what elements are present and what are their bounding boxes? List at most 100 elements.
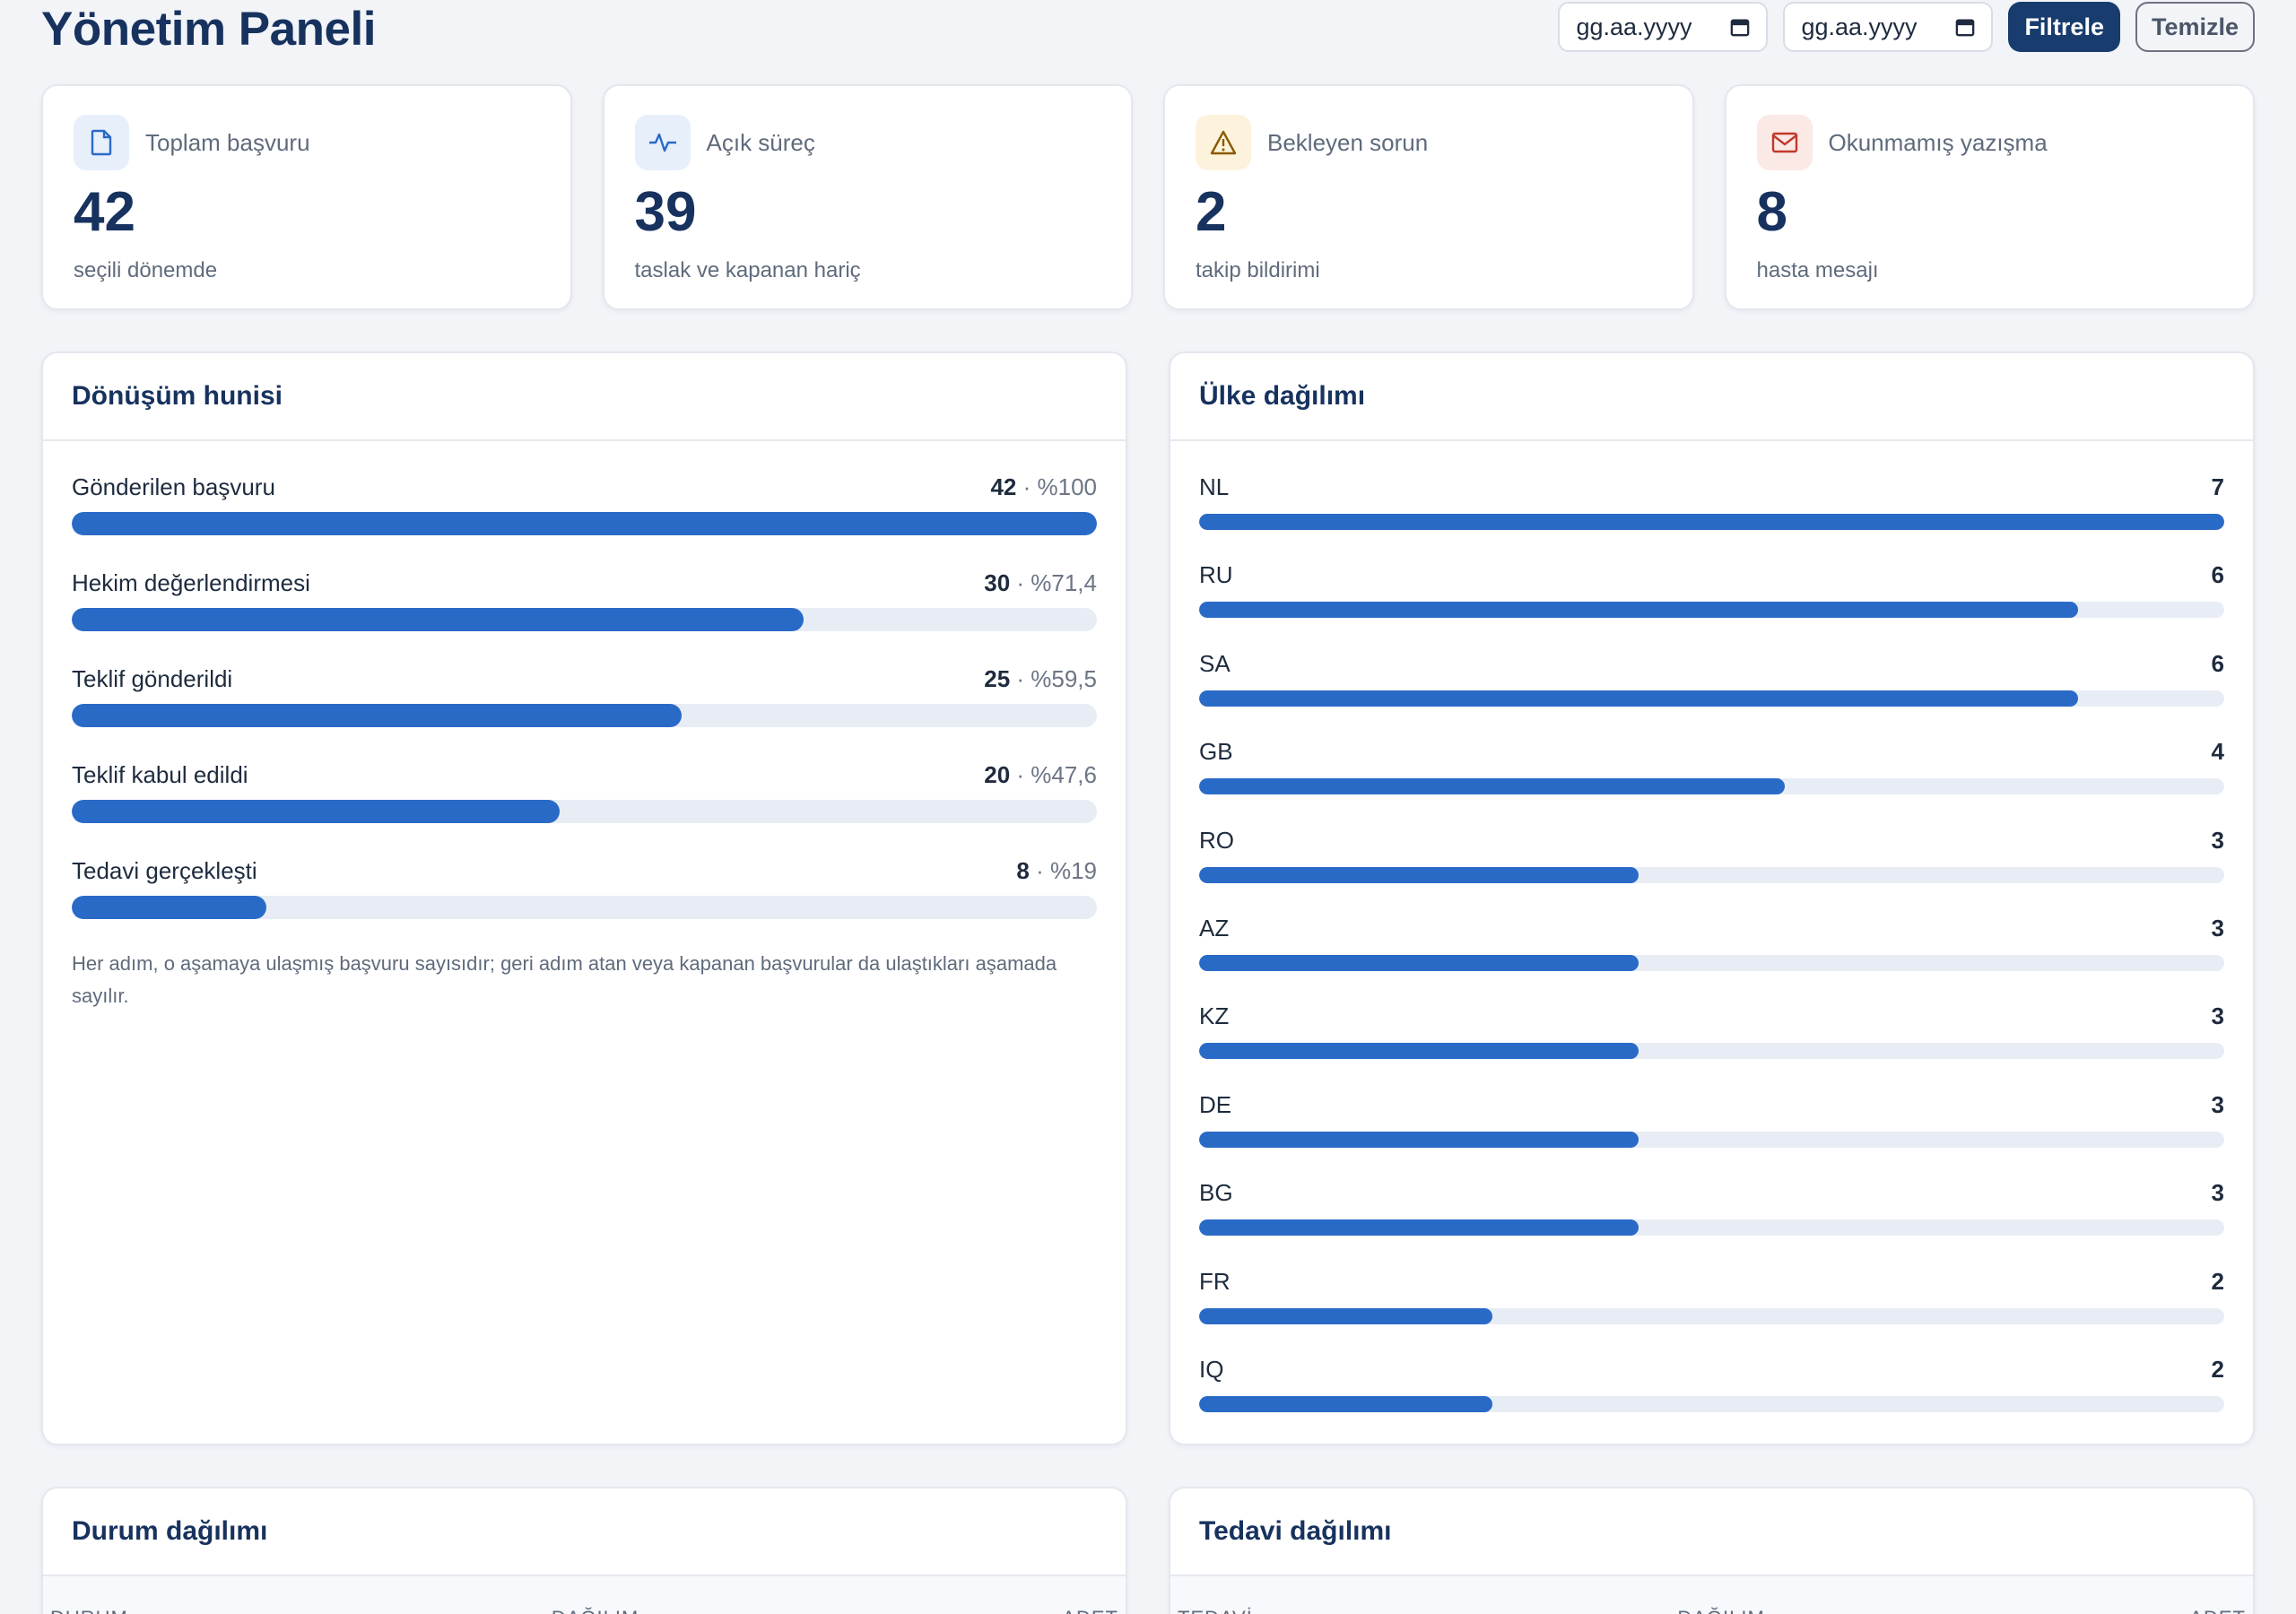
bar-fill	[1199, 690, 2078, 707]
country-count: 3	[2211, 1090, 2224, 1118]
country-code: KZ	[1199, 1002, 1230, 1030]
funnel-step-value: 30 · %71,4	[984, 569, 1097, 597]
bar-track	[72, 800, 1097, 823]
bar-track	[1199, 602, 2224, 619]
funnel-step-percent: %71,4	[1031, 569, 1097, 596]
funnel-step-label: Teklif kabul edildi	[72, 761, 248, 788]
country-row: SA 6	[1199, 650, 2224, 738]
column-header[interactable]: DAĞILIM	[1677, 1607, 1764, 1614]
bar-track	[72, 896, 1097, 919]
status-title: Durum dağılımı	[72, 1516, 268, 1546]
bar-fill	[72, 512, 1097, 535]
header: Yönetim Paneli gg.aa.yyyy gg.aa.yyyy Fil…	[41, 0, 2255, 63]
funnel-step-count: 8	[1016, 857, 1030, 884]
funnel-step: Teklif kabul edildi 20 · %47,6	[72, 761, 1097, 857]
country-row: AZ 3	[1199, 915, 2224, 1002]
country-count: 4	[2211, 738, 2224, 766]
funnel-step-percent: %47,6	[1031, 761, 1097, 788]
bar-track	[72, 704, 1097, 727]
status-table-header: DURUM DAĞILIM ADET	[43, 1576, 1126, 1614]
column-header[interactable]: ADET	[2189, 1607, 2246, 1614]
country-count: 2	[2211, 1355, 2224, 1383]
stat-label: Okunmamış yazışma	[1828, 128, 2048, 156]
treatment-title: Tedavi dağılımı	[1199, 1516, 1392, 1546]
funnel-step-label: Gönderilen başvuru	[72, 473, 275, 500]
bar-fill	[72, 704, 683, 727]
bar-track	[1199, 690, 2224, 707]
country-count: 3	[2211, 1002, 2224, 1030]
separator: ·	[1010, 761, 1031, 788]
country-panel: Ülke dağılımı NL 7 RU 6 SA 6 GB 4 RO 3 AZ 3 KZ 3 DE 3 BG…	[1169, 351, 2255, 1445]
funnel-step-value: 8 · %19	[1016, 857, 1097, 885]
mail-icon	[1756, 115, 1813, 170]
stat-value: 39	[634, 181, 697, 243]
country-row: FR 2	[1199, 1268, 2224, 1356]
stat-subtitle: taslak ve kapanan hariç	[634, 258, 861, 282]
bar-fill	[1199, 602, 2078, 619]
column-header[interactable]: DURUM	[50, 1607, 128, 1614]
country-code: BG	[1199, 1179, 1233, 1207]
funnel-step-percent: %100	[1037, 473, 1098, 500]
country-row: RO 3	[1199, 827, 2224, 915]
stat-label: Açık süreç	[706, 128, 815, 156]
treatment-panel: Tedavi dağılımı TEDAVİ DAĞILIM ADET	[1169, 1487, 2255, 1614]
bar-track	[72, 512, 1097, 535]
funnel-step: Gönderilen başvuru 42 · %100	[72, 473, 1097, 569]
funnel-step: Tedavi gerçekleşti 8 · %19	[72, 857, 1097, 953]
stat-label: Toplam başvuru	[145, 128, 310, 156]
country-count: 7	[2211, 473, 2224, 500]
bar-fill	[72, 608, 804, 631]
bar-fill	[1199, 954, 1639, 971]
funnel-list: Gönderilen başvuru 42 · %100 Hekim değerle…	[43, 441, 1126, 1012]
country-code: DE	[1199, 1090, 1232, 1118]
funnel-step-count: 25	[984, 665, 1011, 692]
country-list: NL 7 RU 6 SA 6 GB 4 RO 3 AZ 3 KZ 3 DE 3 BG 3 FR 2 IQ 2	[1170, 441, 2253, 1444]
date-to-input[interactable]: gg.aa.yyyy	[1783, 2, 1994, 52]
bar-track	[1199, 514, 2224, 530]
country-row: BG 3	[1199, 1179, 2224, 1267]
bar-track	[1199, 1395, 2224, 1412]
country-row: DE 3	[1199, 1091, 2224, 1179]
funnel-step-label: Tedavi gerçekleşti	[72, 857, 257, 884]
column-header[interactable]: DAĞILIM	[552, 1607, 639, 1614]
funnel-step-count: 20	[984, 761, 1011, 788]
country-code: FR	[1199, 1267, 1231, 1295]
date-from-input[interactable]: gg.aa.yyyy	[1558, 2, 1769, 52]
calendar-icon[interactable]	[1955, 17, 1975, 37]
country-row: KZ 3	[1199, 1002, 2224, 1090]
bar-fill	[72, 896, 267, 919]
funnel-step: Hekim değerlendirmesi 30 · %71,4	[72, 569, 1097, 665]
status-panel: Durum dağılımı DURUM DAĞILIM ADET	[41, 1487, 1127, 1614]
column-header[interactable]: ADET	[1062, 1607, 1118, 1614]
bar-track	[1199, 1043, 2224, 1060]
country-row: RU 6	[1199, 561, 2224, 649]
filter-button[interactable]: Filtrele	[2008, 2, 2120, 52]
funnel-note: Her adım, o aşamaya ulaşmış başvuru sayı…	[72, 952, 1057, 1007]
bar-track	[1199, 1131, 2224, 1148]
calendar-icon[interactable]	[1730, 17, 1750, 37]
date-filters: gg.aa.yyyy gg.aa.yyyy Filtrele Temizle	[1558, 2, 2255, 52]
funnel-step-label: Hekim değerlendirmesi	[72, 569, 310, 596]
bar-track	[1199, 778, 2224, 795]
funnel-title: Dönüşüm hunisi	[72, 381, 283, 411]
column-header[interactable]: TEDAVİ	[1178, 1607, 1253, 1614]
stat-subtitle: hasta mesajı	[1756, 258, 1879, 282]
country-code: SA	[1199, 649, 1231, 677]
country-title: Ülke dağılımı	[1199, 381, 1366, 411]
bar-fill	[1199, 866, 1639, 883]
stat-card-issues: Bekleyen sorun 2 takip bildirimi	[1163, 84, 1694, 310]
clear-button[interactable]: Temizle	[2135, 2, 2255, 52]
bar-fill	[1199, 1219, 1639, 1237]
funnel-step-value: 25 · %59,5	[984, 665, 1097, 693]
activity-icon	[634, 115, 691, 170]
warning-icon	[1196, 115, 1251, 170]
stat-card-total: Toplam başvuru 42 seçili dönemde	[41, 84, 572, 310]
bar-track	[1199, 1219, 2224, 1237]
country-code: AZ	[1199, 914, 1230, 941]
country-count: 3	[2211, 826, 2224, 854]
stat-value: 8	[1756, 181, 1787, 243]
treatment-table-header: TEDAVİ DAĞILIM ADET	[1170, 1576, 2253, 1614]
separator: ·	[1016, 473, 1038, 500]
funnel-step-count: 42	[990, 473, 1017, 500]
